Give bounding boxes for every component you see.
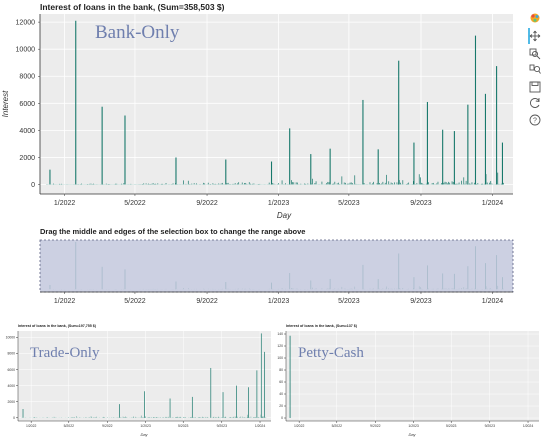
y-tick-label: 100 (277, 356, 283, 360)
range-tool-chart: Drag the middle and edges of the selecti… (39, 227, 514, 305)
save-icon[interactable] (529, 81, 541, 93)
y-tick-label: 12000 (16, 20, 36, 27)
x-tick-label: 9/2023 (410, 298, 432, 305)
y-tick-label: 20 (279, 404, 283, 408)
overlay-label: Bank-Only (95, 22, 180, 43)
svg-text:?: ? (533, 118, 537, 125)
x-tick-label: 9/2022 (196, 298, 218, 305)
y-tick-label: 140 (277, 332, 283, 336)
x-tick-label: 9/2023 (217, 424, 227, 428)
y-tick-label: 60 (279, 380, 283, 384)
trade-only-chart: Interest of loans in the bank, (Sum=197,… (6, 324, 271, 437)
x-tick-label: 9/2022 (370, 424, 380, 428)
range-x-tick-labels: 1/2022 5/2022 9/2022 1/2023 5/2023 9/2023 1/20… (54, 292, 503, 305)
overlay-label: Trade-Only (30, 345, 100, 361)
y-tick-label: 6000 (7, 368, 15, 372)
bar-series (21, 333, 267, 418)
x-tick-labels: 1/2022 5/2022 9/2022 1/2023 5/2023 9/2023 1/20… (54, 194, 503, 207)
x-axis-label: Day (408, 432, 416, 437)
y-tick-label: 8000 (19, 74, 35, 81)
x-tick-label: 1/2023 (408, 424, 418, 428)
overlay-label: Petty-Cash (298, 345, 364, 361)
y-tick-labels: 0 20 40 60 80 100 120 140 (277, 332, 286, 420)
x-tick-label: 9/2023 (485, 424, 495, 428)
y-tick-label: 10000 (16, 47, 36, 54)
y-tick-label: 0 (13, 416, 15, 420)
x-tick-label: 5/2022 (332, 424, 342, 428)
x-tick-label: 5/2023 (338, 200, 360, 207)
x-tick-label: 9/2023 (410, 200, 432, 207)
x-axis-label: Day (140, 432, 148, 437)
toolbar: ? (528, 13, 541, 126)
y-tick-label: 6000 (19, 101, 35, 108)
y-tick-labels: 0 2000 4000 6000 8000 10000 (6, 336, 18, 420)
y-tick-labels: 0 2000 4000 6000 8000 10000 12000 (16, 20, 40, 189)
y-tick-label: 10000 (6, 336, 16, 340)
x-tick-label: 9/2022 (102, 424, 112, 428)
chart-title: Interest of loans in the bank, (Sum=358,… (40, 2, 225, 12)
x-tick-label: 1/2024 (482, 200, 504, 207)
y-tick-label: 4000 (7, 384, 15, 388)
x-tick-labels: 1/2022 5/2022 9/2022 1/2023 5/2023 9/2023 1/20… (294, 421, 533, 428)
x-tick-label: 1/2023 (140, 424, 150, 428)
x-tick-label: 1/2022 (26, 424, 36, 428)
x-tick-label: 1/2022 (294, 424, 304, 428)
bar-series (46, 20, 504, 185)
y-tick-label: 40 (279, 392, 283, 396)
x-tick-label: 5/2023 (338, 298, 360, 305)
x-tick-label: 1/2024 (255, 424, 265, 428)
x-tick-label: 5/2023 (446, 424, 456, 428)
y-tick-label: 2000 (19, 155, 35, 162)
box-zoom-icon[interactable] (529, 48, 541, 60)
x-tick-label: 5/2022 (124, 298, 146, 305)
x-tick-label: 5/2023 (178, 424, 188, 428)
y-tick-label: 0 (31, 182, 35, 189)
chart-title: Interest of loans in the bank, (Sum=197,… (18, 324, 97, 328)
x-tick-label: 1/2023 (268, 298, 290, 305)
x-tick-labels: 1/2022 5/2022 9/2022 1/2023 5/2023 9/2023 1/20… (26, 421, 265, 428)
y-tick-label: 0 (281, 416, 283, 420)
wheel-zoom-icon[interactable] (529, 64, 541, 74)
x-tick-label: 1/2023 (268, 200, 290, 207)
reset-icon[interactable] (530, 98, 540, 108)
petty-cash-chart: Interest of loans in the bank, (Sum=137 … (277, 324, 539, 437)
plot-area (40, 14, 513, 194)
y-tick-label: 80 (279, 368, 283, 372)
y-axis-label: Interest (1, 90, 10, 117)
range-tool-label: Drag the middle and edges of the selecti… (40, 227, 305, 236)
y-tick-label: 120 (277, 344, 283, 348)
x-tick-label: 9/2022 (196, 200, 218, 207)
x-tick-label: 1/2022 (54, 298, 76, 305)
x-tick-label: 5/2022 (124, 200, 146, 207)
x-tick-label: 5/2022 (64, 424, 74, 428)
grid-lines (286, 331, 539, 421)
bank-only-chart: Interest of loans in the bank, (Sum=358,… (1, 2, 513, 220)
bokeh-logo-icon[interactable] (530, 13, 540, 23)
help-icon[interactable]: ? (529, 114, 541, 126)
x-tick-label: 1/2024 (523, 424, 533, 428)
y-tick-label: 4000 (19, 128, 35, 135)
x-tick-label: 1/2024 (482, 298, 504, 305)
chart-title: Interest of loans in the bank, (Sum=137 … (286, 324, 358, 328)
x-axis-label: Day (277, 211, 292, 220)
y-tick-label: 2000 (7, 400, 15, 404)
x-tick-label: 1/2022 (54, 200, 76, 207)
selection-box[interactable] (39, 239, 514, 293)
pan-icon[interactable] (529, 30, 541, 42)
y-tick-label: 8000 (7, 352, 15, 356)
